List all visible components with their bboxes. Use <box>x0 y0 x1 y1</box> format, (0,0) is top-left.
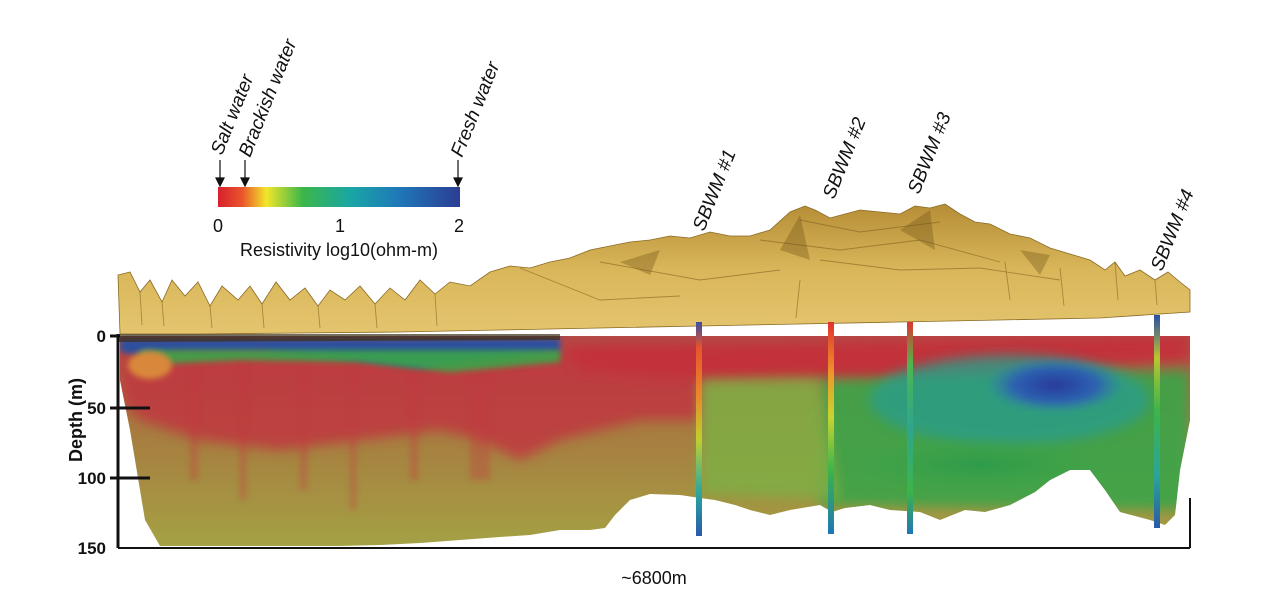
depth-tick-150: 150 <box>78 539 106 558</box>
distance-label: ~6800m <box>621 568 687 588</box>
well-sbwm-4 <box>1154 315 1160 528</box>
depth-tick-100: 100 <box>78 469 106 488</box>
well-label-3: SBWM #3 <box>904 109 956 197</box>
legend-title: Resistivity log10(ohm-m) <box>240 240 438 260</box>
depth-axis <box>110 334 1191 549</box>
well-label-2: SBWM #2 <box>819 114 871 202</box>
salt-arrow-icon <box>215 177 225 188</box>
resistivity-section <box>120 336 1190 546</box>
legend-fresh-label: Fresh water <box>447 58 504 159</box>
terrain-surface <box>117 203 1191 342</box>
legend-tick-2: 2 <box>454 216 464 236</box>
well-sbwm-3 <box>907 322 913 534</box>
legend-colorbar <box>218 187 460 207</box>
depth-tick-50: 50 <box>87 399 106 418</box>
well-sbwm-2 <box>828 322 834 534</box>
brackish-arrow-icon <box>240 177 250 188</box>
well-label-1: SBWM #1 <box>689 147 741 234</box>
legend-tick-1: 1 <box>335 216 345 236</box>
depth-tick-0: 0 <box>97 327 106 346</box>
legend-tick-0: 0 <box>213 216 223 236</box>
resistivity-legend: Salt water Brackish water Fresh water 0 … <box>207 36 504 260</box>
depth-axis-label: Depth (m) <box>66 378 86 462</box>
fresh-arrow-icon <box>453 177 463 188</box>
well-label-4: SBWM #4 <box>1147 187 1199 274</box>
well-sbwm-1 <box>696 322 702 536</box>
